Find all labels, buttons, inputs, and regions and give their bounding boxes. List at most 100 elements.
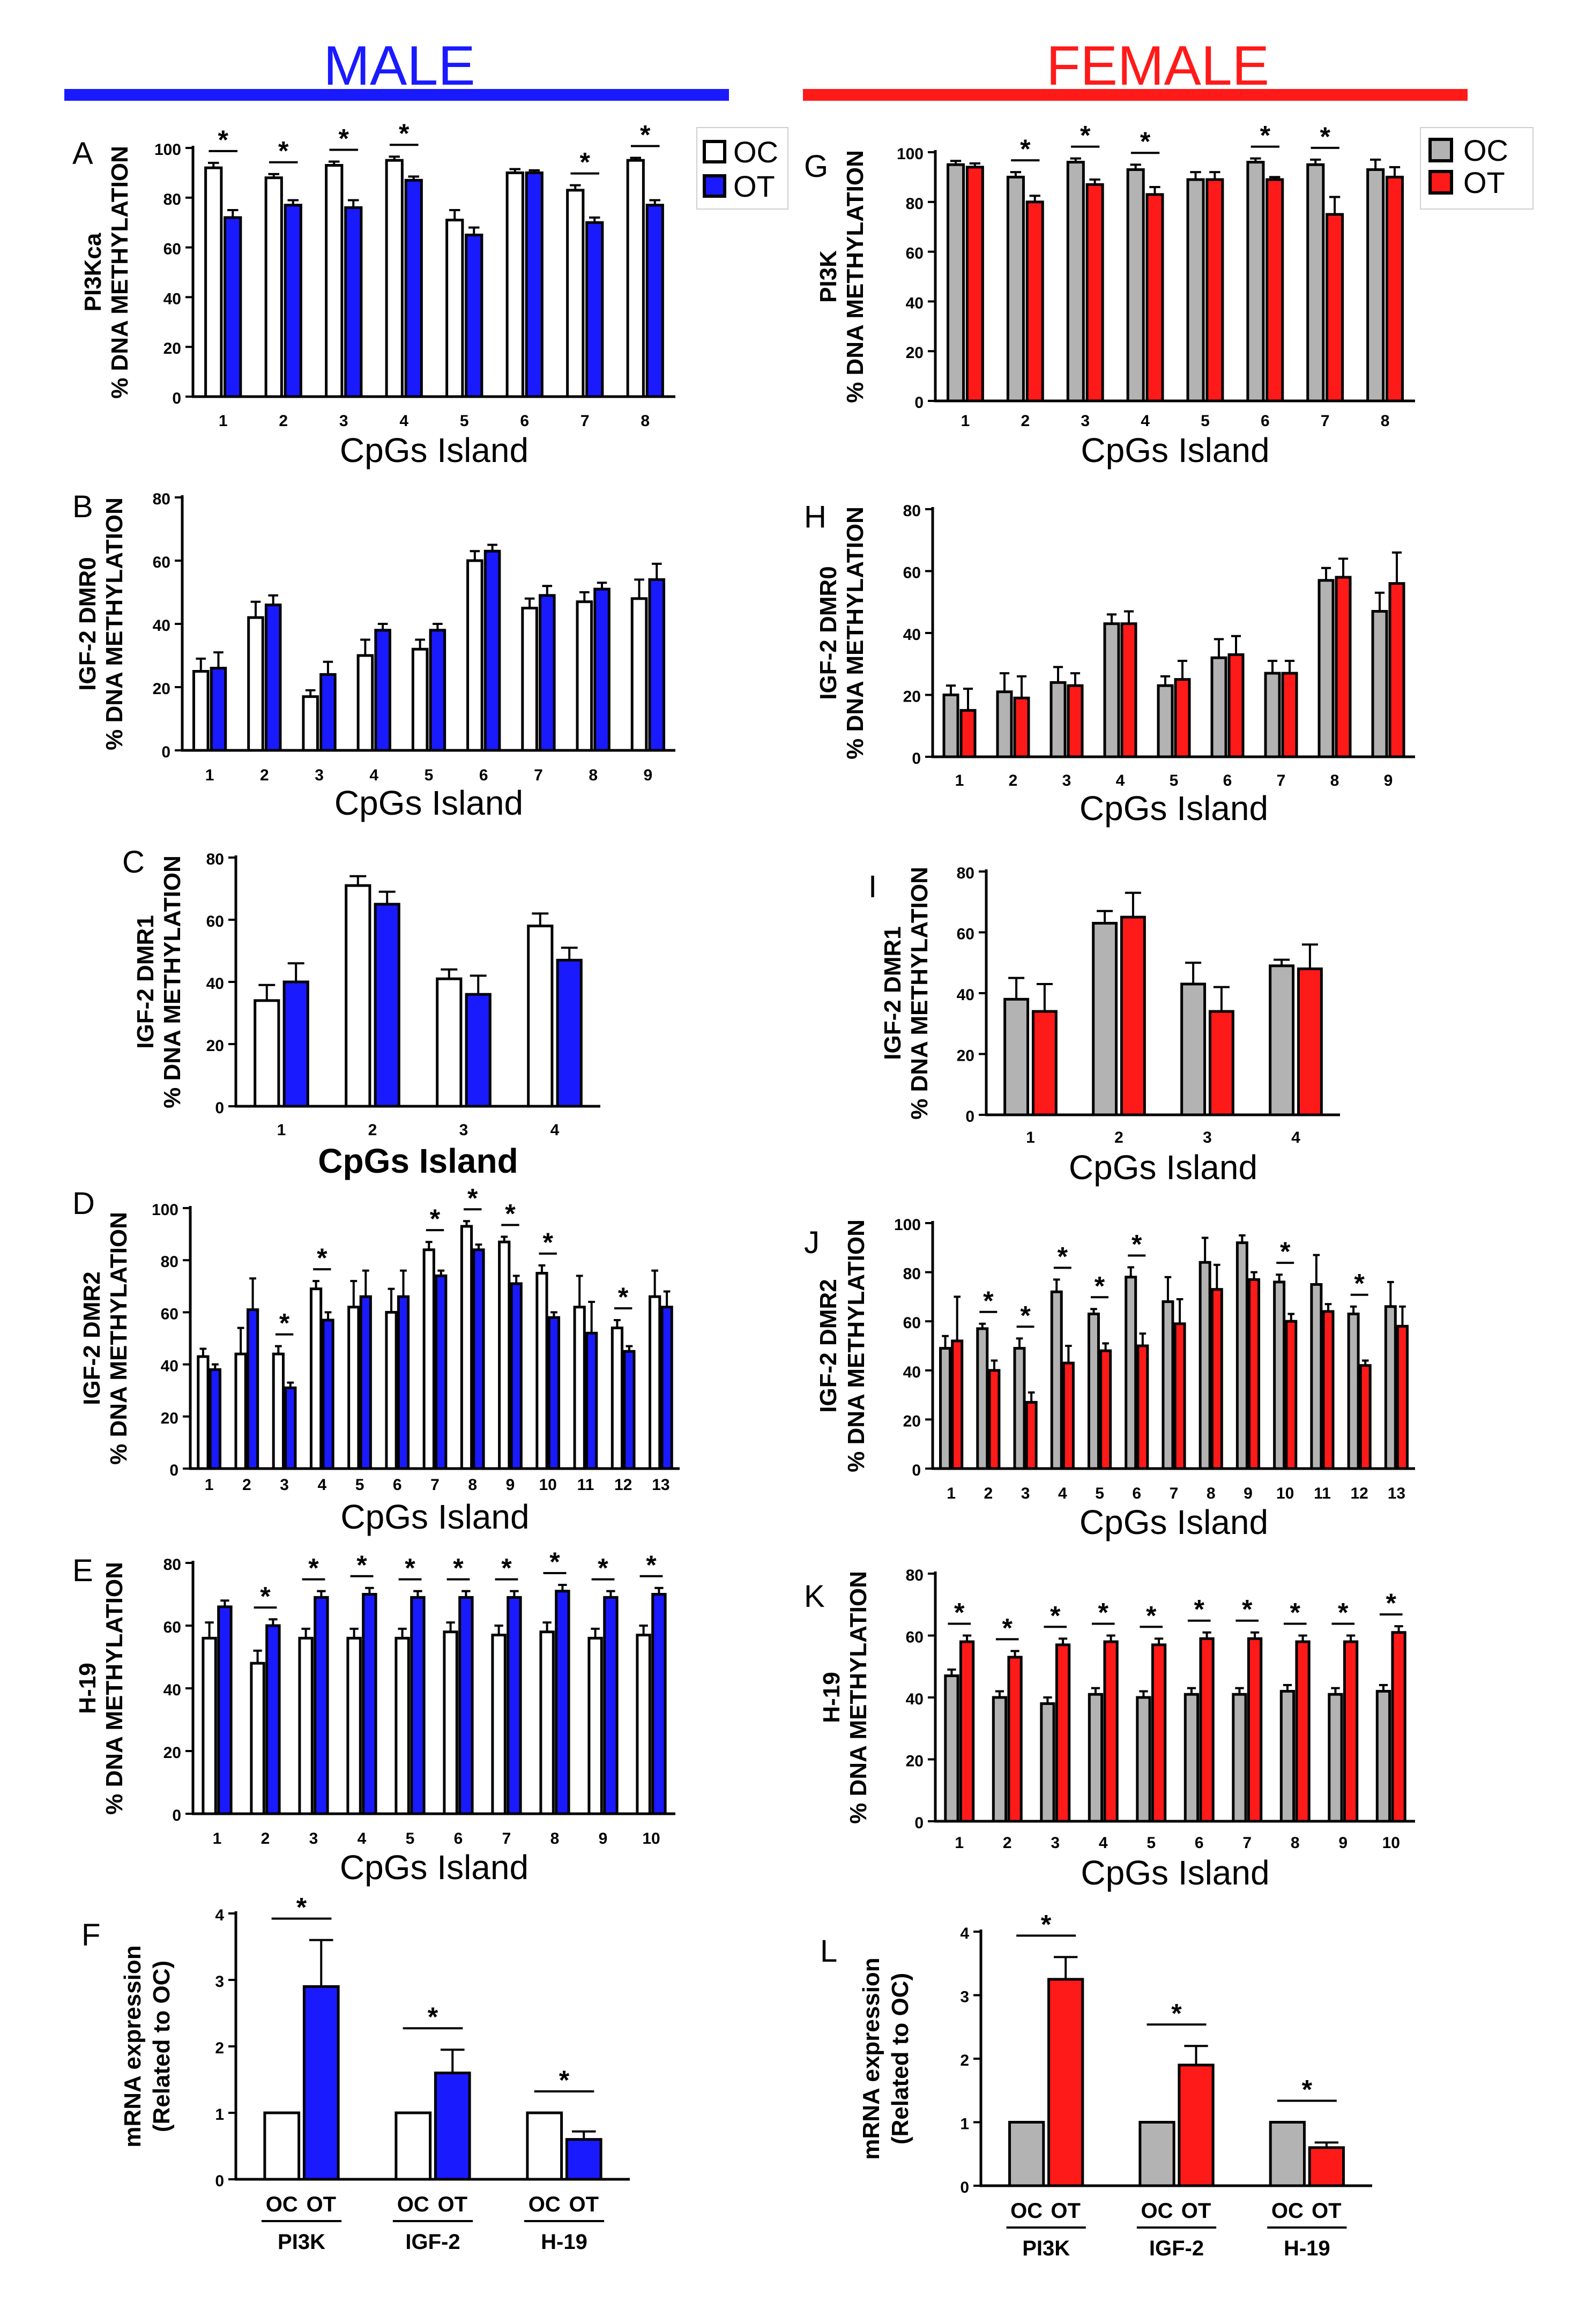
bar-G-ot-3 xyxy=(1085,183,1104,403)
bar-J-ot-7 xyxy=(1173,1322,1186,1470)
xtick-label-K-2: 2 xyxy=(1003,1834,1012,1852)
group-label-L-PI3K: PI3K xyxy=(1022,2237,1070,2260)
group-label-F-IGF-2: IGF-2 xyxy=(405,2230,460,2254)
ytick-label-I: 0 xyxy=(965,1108,974,1126)
bar-J-oc-8 xyxy=(1199,1261,1211,1470)
bar-J-oc-4 xyxy=(1050,1290,1063,1470)
ytick-label-C: 80 xyxy=(206,851,224,868)
sig-star-K-3: * xyxy=(1050,1600,1061,1630)
legend-female-oc-swatch xyxy=(1428,138,1453,162)
xlabel-G: CpGs Island xyxy=(1081,431,1269,470)
sig-star-J-2: * xyxy=(983,1286,994,1316)
sig-star-D-9: * xyxy=(505,1198,516,1228)
ytick-label-F: 1 xyxy=(215,2106,224,2124)
ytick-label-J: 60 xyxy=(903,1314,921,1332)
bar-E-ot-8 xyxy=(555,1590,570,1815)
ytick-label-E: 20 xyxy=(163,1744,181,1762)
sig-star-E-3: * xyxy=(308,1553,319,1583)
xtick-label-J-10: 10 xyxy=(1276,1485,1294,1502)
xtick-label-B-4: 4 xyxy=(369,766,378,784)
ytick-label-H: 0 xyxy=(912,750,921,768)
bar-J-ot-9 xyxy=(1248,1278,1261,1470)
ylabel-B-line2: % DNA METHYLATION xyxy=(101,497,128,750)
bar-label-F-H-19-0: OC xyxy=(529,2193,561,2216)
ytick-label-A: 0 xyxy=(172,390,181,407)
xtick-label-D-11: 11 xyxy=(577,1476,594,1494)
chart-C: C IGF-2 DMR1% DNA METHYLATION 0 20 40 60 80 1 2 3… xyxy=(122,845,600,1180)
sig-star-A-4: * xyxy=(399,118,410,148)
bar-E-oc-3 xyxy=(298,1636,314,1815)
bar-E-oc-5 xyxy=(394,1636,410,1815)
xtick-label-H-6: 6 xyxy=(1223,772,1232,789)
xtick-label-G-1: 1 xyxy=(961,412,970,430)
xtick-label-G-6: 6 xyxy=(1261,412,1270,430)
panel-letter-I: I xyxy=(868,869,877,904)
xtick-label-K-10: 10 xyxy=(1382,1834,1400,1852)
bar-E-oc-4 xyxy=(346,1636,362,1815)
bar-J-ot-10 xyxy=(1285,1320,1298,1470)
sig-star-F-PI3K: * xyxy=(296,1893,307,1923)
sig-star-G-2: * xyxy=(1020,134,1031,164)
chart-H: H IGF-2 DMR0% DNA METHYLATION 0 20 40 60 80 1 2 3… xyxy=(804,500,1415,828)
bar-D-ot-4 xyxy=(322,1319,334,1470)
sig-star-E-7: * xyxy=(501,1553,512,1583)
bar-G-ot-6 xyxy=(1266,178,1284,403)
bar-J-oc-3 xyxy=(1013,1347,1026,1470)
xtick-label-J-4: 4 xyxy=(1058,1485,1067,1502)
bar-B-ot-1 xyxy=(210,667,227,752)
bar-label-F-PI3K-1: OT xyxy=(306,2193,336,2216)
sig-star-K-6: * xyxy=(1194,1595,1205,1625)
bar-L-oc-IGF-2 xyxy=(1138,2121,1175,2187)
sig-star-A-1: * xyxy=(218,125,229,155)
xlabel-I: CpGs Island xyxy=(1069,1148,1257,1187)
xtick-label-C-2: 2 xyxy=(368,1121,377,1139)
ytick-label-K: 20 xyxy=(906,1753,924,1770)
ytick-label-I: 20 xyxy=(957,1047,974,1065)
bar-C-ot-1 xyxy=(282,980,309,1108)
panel-letter-H: H xyxy=(804,500,827,534)
xtick-label-K-4: 4 xyxy=(1099,1834,1108,1852)
bar-H-ot-7 xyxy=(1281,672,1298,758)
xtick-label-E-7: 7 xyxy=(502,1830,511,1848)
ytick-label-D: 40 xyxy=(161,1358,178,1375)
ylabel-A-line2: % DNA METHYLATION xyxy=(107,146,133,399)
bar-B-ot-4 xyxy=(374,629,391,752)
ylabel-H-line1: IGF-2 DMR0 xyxy=(815,566,842,699)
sig-star-D-10: * xyxy=(542,1227,553,1257)
sig-star-G-7: * xyxy=(1320,122,1330,152)
bar-A-oc-8 xyxy=(626,159,645,398)
xtick-label-G-5: 5 xyxy=(1201,412,1210,430)
bar-G-oc-4 xyxy=(1126,168,1145,403)
bar-D-ot-13 xyxy=(660,1306,673,1470)
bar-E-ot-4 xyxy=(362,1593,377,1815)
xtick-label-A-3: 3 xyxy=(339,412,348,430)
bar-D-oc-8 xyxy=(460,1225,473,1470)
ylabel-A-line1: PI3Kca xyxy=(80,233,106,311)
bar-K-ot-5 xyxy=(1151,1643,1167,1823)
sig-star-K-8: * xyxy=(1290,1598,1301,1628)
bar-K-oc-5 xyxy=(1136,1696,1151,1823)
bar-D-ot-7 xyxy=(435,1274,448,1470)
bar-label-L-IGF-2-0: OC xyxy=(1141,2199,1173,2223)
bar-H-oc-4 xyxy=(1103,622,1120,758)
bar-D-ot-5 xyxy=(359,1295,372,1470)
bar-K-ot-1 xyxy=(959,1640,975,1823)
panel-letter-A: A xyxy=(72,136,93,171)
ytick-label-F: 4 xyxy=(215,1906,224,1924)
bar-B-oc-7 xyxy=(521,607,538,752)
xtick-label-I-3: 3 xyxy=(1203,1129,1212,1146)
bar-K-ot-7 xyxy=(1247,1637,1263,1823)
ylabel-H-line2: % DNA METHYLATION xyxy=(842,506,868,759)
bar-I-oc-3 xyxy=(1180,982,1207,1116)
bar-J-ot-1 xyxy=(951,1339,964,1470)
sig-star-D-8: * xyxy=(467,1183,478,1213)
xtick-label-C-4: 4 xyxy=(550,1121,560,1139)
xtick-label-H-9: 9 xyxy=(1384,772,1393,789)
legend-male-oc-label: OC xyxy=(733,135,778,169)
panel-letter-C: C xyxy=(122,845,145,880)
bar-G-oc-8 xyxy=(1366,168,1385,403)
xtick-label-J-13: 13 xyxy=(1388,1485,1405,1502)
bar-C-oc-2 xyxy=(345,884,371,1108)
ytick-label-G: 80 xyxy=(906,195,924,213)
group-label-F-PI3K: PI3K xyxy=(278,2230,325,2254)
